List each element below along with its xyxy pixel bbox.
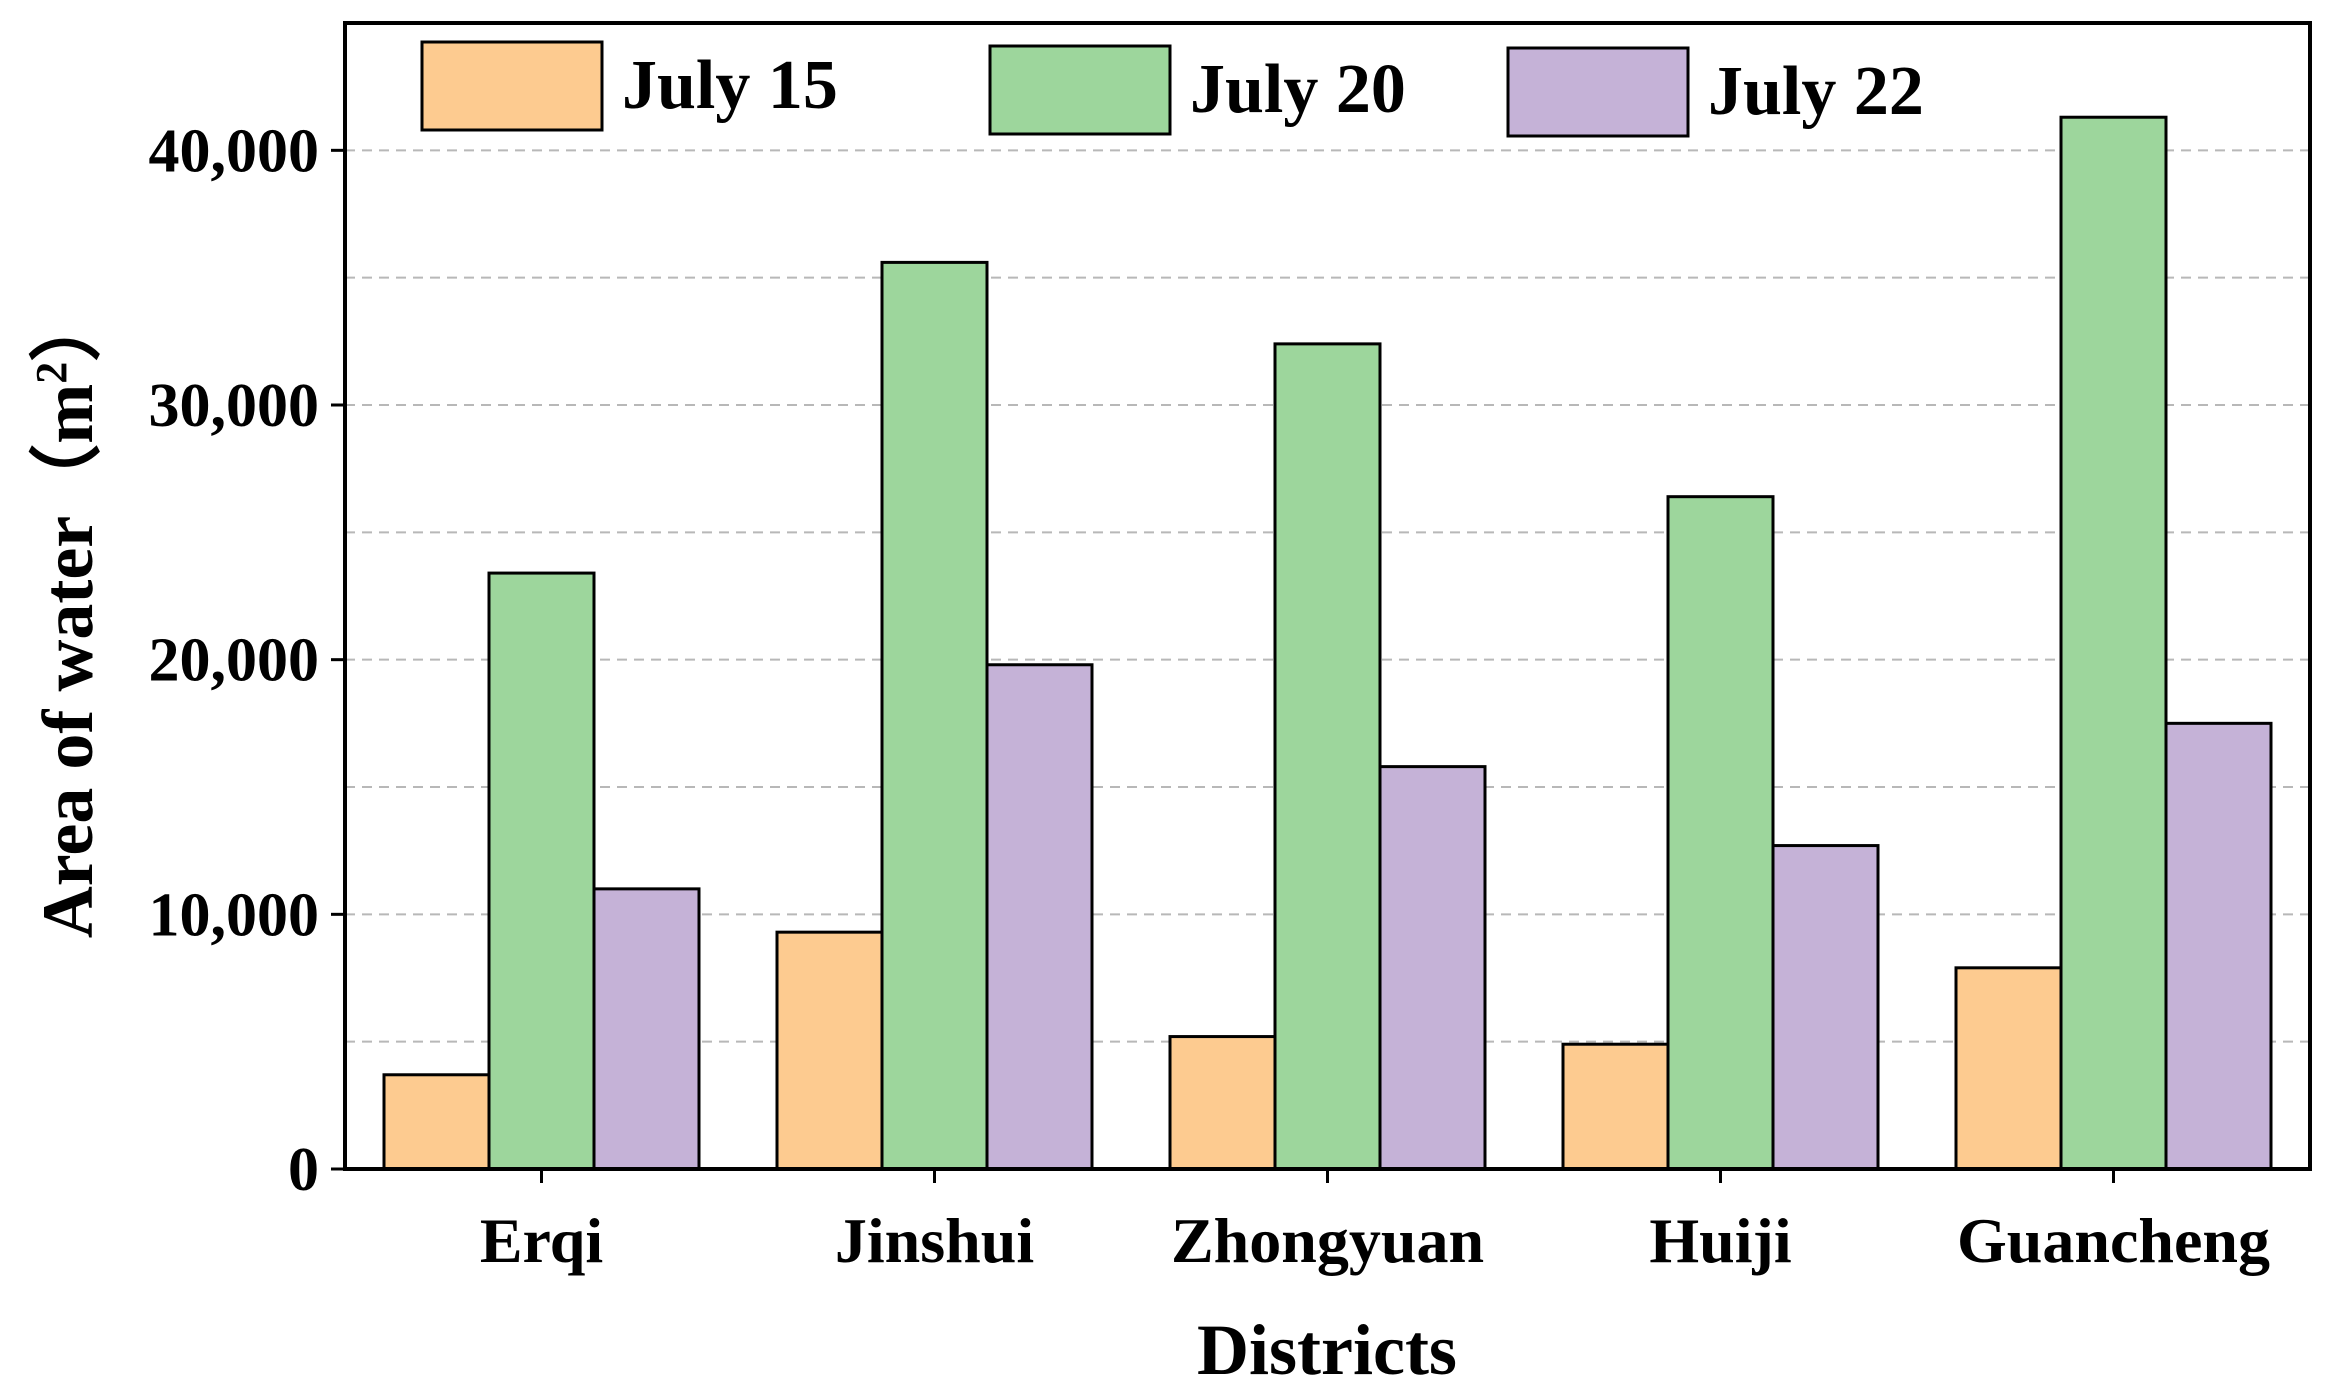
y-axis-title-unit: （m	[28, 384, 108, 516]
y-axis-title-unit-sup: 2	[27, 362, 76, 384]
bar-erqi-july-20	[487, 571, 596, 1171]
y-axis-title-main: Area of water	[28, 516, 108, 938]
bar-zhongyuan-july-15	[1168, 1035, 1277, 1171]
y-tick-label: 0	[288, 1136, 319, 1204]
bar-huiji-july-20	[1666, 495, 1775, 1171]
bar-zhongyuan-july-22	[1378, 765, 1487, 1171]
bars	[382, 115, 2273, 1171]
legend-swatch	[988, 44, 1172, 136]
x-axis: Erqi Jinshui Zhongyuan Huiji Guancheng	[480, 1169, 2270, 1276]
y-axis-title: Area of water（m2）	[27, 290, 108, 938]
y-axis-title-unit-close: ）	[28, 290, 108, 362]
legend-label: July 20	[1190, 51, 1406, 128]
y-tick-label: 20,000	[149, 627, 320, 695]
x-tick-label: Jinshui	[835, 1205, 1034, 1276]
bar-jinshui-july-22	[985, 663, 1094, 1171]
bar-guancheng-july-20	[2059, 115, 2168, 1171]
legend-label: July 22	[1708, 53, 1924, 130]
x-tick-label: Guancheng	[1957, 1205, 2270, 1276]
x-tick-label: Zhongyuan	[1171, 1205, 1484, 1276]
legend-swatch	[1506, 46, 1690, 138]
x-axis-title: Districts	[1197, 1310, 1457, 1390]
bar-huiji-july-22	[1771, 844, 1880, 1171]
y-tick-label: 30,000	[149, 372, 320, 440]
y-axis: 0 10,000 20,000 30,000 40,000	[149, 117, 345, 1204]
legend-swatch	[420, 40, 604, 132]
bar-guancheng-july-15	[1954, 966, 2063, 1171]
x-tick-label: Huiji	[1649, 1205, 1791, 1276]
bar-erqi-july-15	[382, 1073, 491, 1171]
bar-guancheng-july-22	[2164, 721, 2273, 1171]
x-tick-label: Erqi	[480, 1205, 603, 1276]
legend-label: July 15	[622, 47, 838, 124]
legend: July 15 July 20 July 22	[420, 40, 1924, 138]
bar-jinshui-july-15	[775, 930, 884, 1171]
y-tick-label: 40,000	[149, 117, 320, 185]
bar-zhongyuan-july-20	[1273, 342, 1382, 1171]
y-tick-label: 10,000	[149, 881, 320, 949]
bar-erqi-july-22	[592, 887, 701, 1171]
bar-jinshui-july-20	[880, 260, 989, 1171]
bar-huiji-july-15	[1561, 1042, 1670, 1171]
